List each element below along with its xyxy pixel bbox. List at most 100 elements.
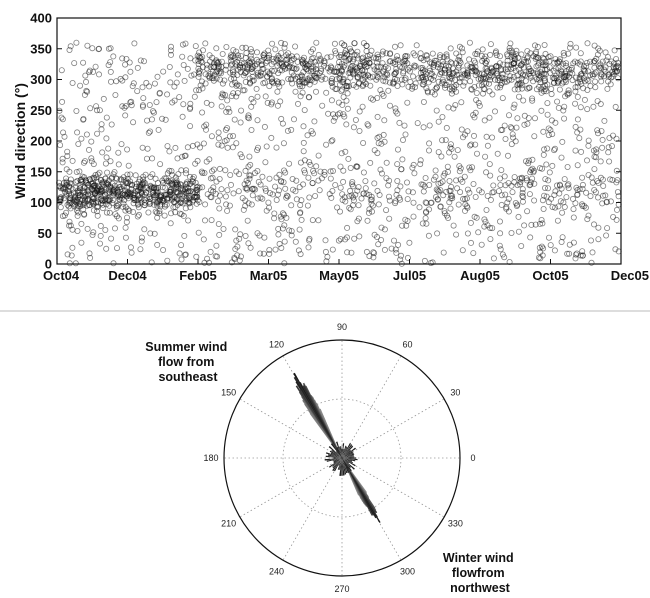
scatter-point	[94, 212, 101, 219]
polar-center-segment	[340, 446, 342, 458]
scatter-point	[89, 45, 96, 52]
scatter-point	[461, 173, 468, 180]
polar-center-segment	[336, 448, 342, 458]
scatter-point	[290, 65, 297, 72]
scatter-point	[147, 230, 154, 237]
scatter-point	[478, 189, 485, 196]
scatter-point	[511, 56, 518, 63]
scatter-point	[127, 244, 134, 251]
scatter-point	[390, 78, 397, 85]
scatter-point	[566, 241, 573, 248]
x-tick-label: Mar05	[250, 268, 288, 283]
scatter-point	[418, 75, 425, 82]
scatter-point	[377, 63, 384, 70]
scatter-point	[148, 259, 155, 266]
scatter-point	[154, 202, 161, 209]
scatter-point	[583, 76, 590, 83]
scatter-point	[290, 116, 297, 123]
scatter-point	[405, 188, 412, 195]
scatter-point	[392, 108, 399, 115]
scatter-point	[376, 133, 383, 140]
scatter-point	[147, 196, 154, 203]
scatter-point	[159, 184, 166, 191]
scatter-point	[167, 189, 174, 196]
scatter-point	[124, 214, 131, 221]
scatter-point	[179, 153, 186, 160]
scatter-point	[254, 69, 261, 76]
scatter-point	[539, 61, 546, 68]
scatter-point	[234, 72, 241, 79]
scatter-point	[448, 75, 455, 82]
scatter-point	[588, 237, 595, 244]
scatter-point	[389, 59, 396, 66]
scatter-point	[421, 257, 428, 264]
scatter-point	[246, 175, 253, 182]
scatter-point	[245, 200, 252, 207]
scatter-point	[216, 231, 223, 238]
scatter-point	[96, 45, 103, 52]
scatter-point	[492, 49, 499, 56]
scatter-point	[572, 58, 579, 65]
scatter-point	[125, 190, 132, 197]
scatter-point	[572, 147, 579, 154]
scatter-point	[460, 195, 467, 202]
scatter-point	[606, 158, 613, 165]
polar-center-segment	[342, 445, 347, 458]
scatter-point	[437, 203, 444, 210]
scatter-point	[184, 180, 191, 187]
scatter-point	[232, 60, 239, 67]
scatter-point	[381, 246, 388, 253]
scatter-point	[103, 181, 110, 188]
scatter-point	[338, 88, 345, 95]
scatter-point	[97, 232, 104, 239]
scatter-point	[598, 78, 605, 85]
scatter-point	[402, 131, 409, 138]
scatter-point	[196, 53, 203, 60]
scatter-point	[577, 58, 584, 65]
scatter-point	[582, 204, 589, 211]
scatter-point	[58, 67, 65, 74]
scatter-point	[567, 44, 574, 51]
scatter-point	[473, 150, 480, 157]
scatter-point	[332, 69, 339, 76]
scatter-point	[449, 87, 456, 94]
scatter-point	[552, 65, 559, 72]
scatter-point	[554, 182, 561, 189]
polar-angle-label: 30	[450, 388, 460, 398]
scatter-point	[315, 152, 322, 159]
scatter-point	[115, 161, 122, 168]
polar-angle-label: 180	[203, 453, 218, 463]
scatter-point	[64, 251, 71, 258]
scatter-point	[423, 52, 430, 59]
scatter-point	[340, 167, 347, 174]
scatter-point	[61, 195, 68, 202]
scatter-point	[509, 189, 516, 196]
scatter-point	[59, 116, 66, 123]
scatter-point	[149, 171, 156, 178]
scatter-point	[348, 49, 355, 56]
scatter-point	[567, 40, 574, 47]
scatter-point	[222, 126, 229, 133]
polar-center-segment	[342, 458, 349, 464]
scatter-point	[502, 66, 509, 73]
scatter-point	[274, 88, 281, 95]
scatter-point	[614, 188, 621, 195]
scatter-point	[106, 189, 113, 196]
scatter-point	[278, 115, 285, 122]
scatter-point	[546, 234, 553, 241]
scatter-point	[537, 69, 544, 76]
scatter-point	[228, 259, 235, 266]
scatter-point	[172, 209, 179, 216]
scatter-point	[233, 140, 240, 147]
scatter-point	[82, 158, 89, 165]
polar-center-segment	[342, 458, 350, 473]
scatter-point	[393, 69, 400, 76]
scatter-point	[185, 217, 192, 224]
scatter-point	[484, 222, 491, 229]
scatter-point	[564, 250, 571, 257]
x-tick-label: Dec05	[611, 268, 649, 283]
scatter-point	[332, 114, 339, 121]
scatter-point	[193, 87, 200, 94]
scatter-point	[527, 234, 534, 241]
scatter-point	[233, 237, 240, 244]
